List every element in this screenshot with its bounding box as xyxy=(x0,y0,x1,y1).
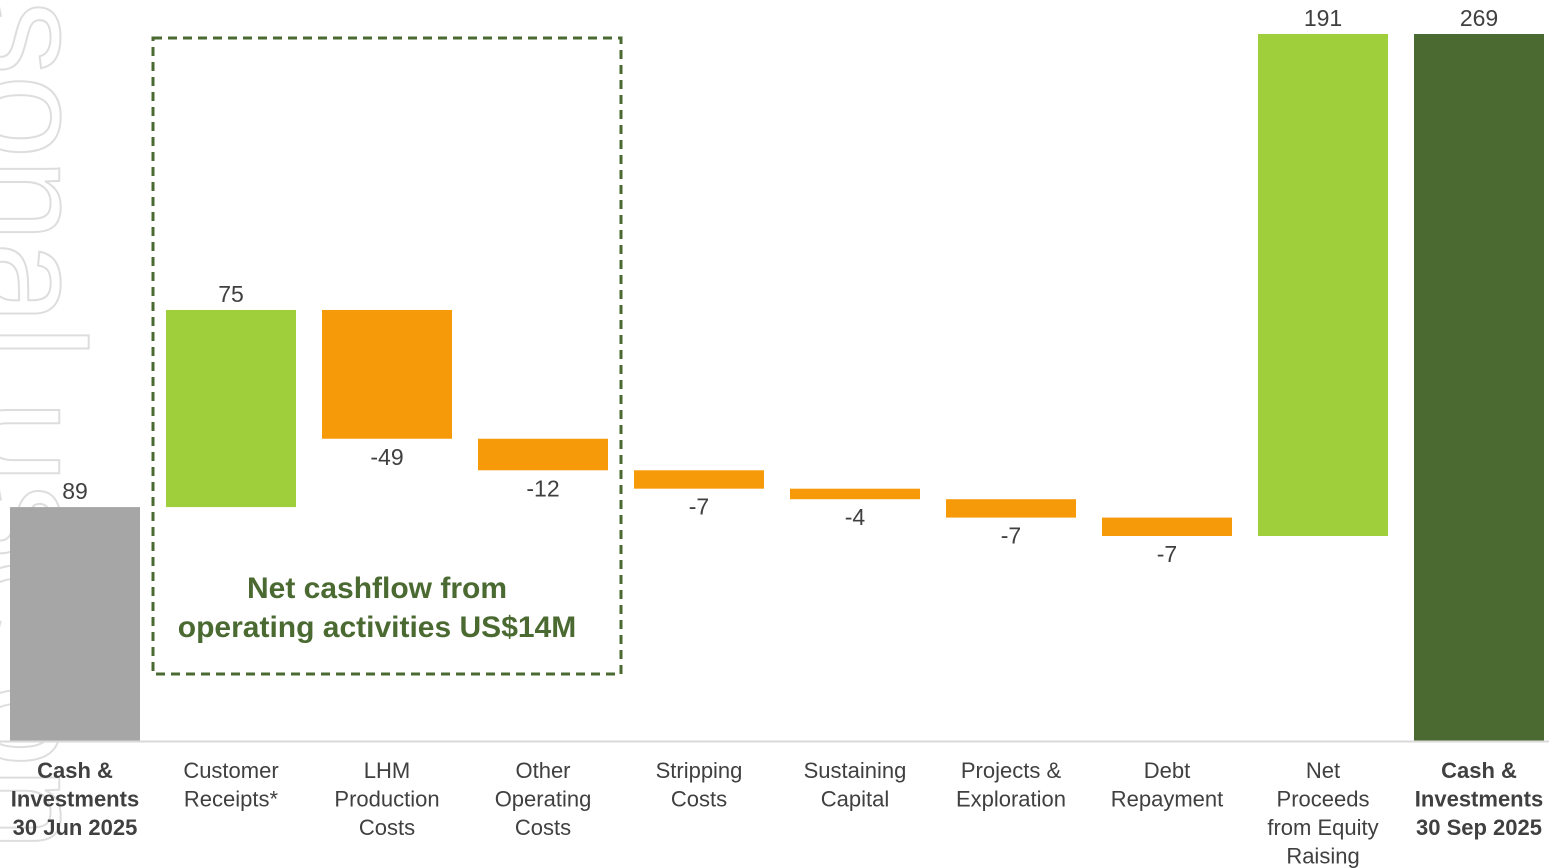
bar-8 xyxy=(1258,34,1388,536)
value-label-1: 75 xyxy=(218,281,244,307)
category-label-6: Projects & Exploration xyxy=(956,758,1066,812)
category-label-0: Cash & Investments 30 Jun 2025 xyxy=(11,758,139,840)
value-label-9: 269 xyxy=(1460,5,1498,31)
value-label-3: -12 xyxy=(526,475,559,501)
category-label-8: Net Proceeds from Equity Raising xyxy=(1267,758,1378,868)
value-label-4: -7 xyxy=(689,494,709,520)
bar-7 xyxy=(1102,517,1232,536)
value-label-5: -4 xyxy=(845,504,866,530)
category-label-9: Cash & Investments 30 Sep 2025 xyxy=(1415,758,1543,840)
value-label-2: -49 xyxy=(370,444,403,470)
category-label-4: Stripping Costs xyxy=(656,758,743,812)
category-label-7: Debt Repayment xyxy=(1111,758,1224,812)
annotation-dashed-box xyxy=(151,36,623,676)
bars-group xyxy=(10,34,1544,741)
bar-3 xyxy=(478,438,608,471)
bar-6 xyxy=(946,499,1076,518)
category-labels-group: Cash & Investments 30 Jun 2025 Customer Rece… xyxy=(11,758,1543,868)
category-label-2: LHM Production Costs xyxy=(334,758,439,840)
bar-4 xyxy=(634,470,764,489)
value-label-0: 89 xyxy=(62,478,88,504)
category-label-1: Customer Receipts* xyxy=(183,758,278,812)
bar-2 xyxy=(322,309,452,439)
annotation-text: Net cashflow from operating activities US… xyxy=(178,572,576,644)
value-label-6: -7 xyxy=(1001,523,1021,549)
value-labels-group: 89 75 -49 -12 -7 -4 -7 -7 191 269 xyxy=(62,5,1498,567)
bar-1 xyxy=(166,309,296,508)
annotation-group: Net cashflow from operating activities US… xyxy=(151,36,623,676)
value-label-8: 191 xyxy=(1304,5,1342,31)
value-label-7: -7 xyxy=(1157,541,1177,567)
bar-0 xyxy=(10,507,140,741)
category-label-3: Other Operating Costs xyxy=(495,758,592,840)
bar-5 xyxy=(790,488,920,500)
category-label-5: Sustaining Capital xyxy=(804,758,907,812)
bar-9 xyxy=(1414,34,1544,741)
